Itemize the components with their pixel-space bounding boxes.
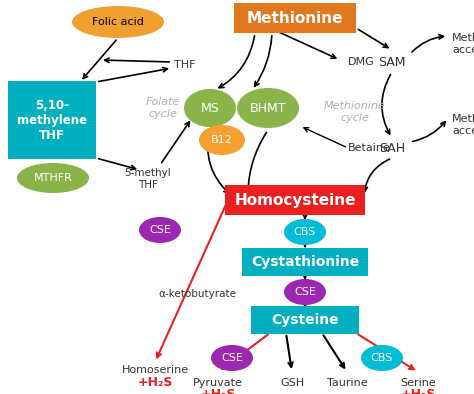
Text: +H₂S: +H₂S (201, 388, 236, 394)
FancyBboxPatch shape (8, 81, 96, 159)
Text: 5,10-
methylene
THF: 5,10- methylene THF (17, 98, 87, 141)
Text: SAH: SAH (379, 141, 405, 154)
Text: Methy
acceptor: Methy acceptor (452, 33, 474, 55)
Text: Pyruvate: Pyruvate (193, 378, 243, 388)
FancyBboxPatch shape (251, 306, 359, 334)
Text: BHMT: BHMT (250, 102, 286, 115)
Ellipse shape (211, 345, 253, 371)
Text: Methionine
cycle: Methionine cycle (324, 101, 386, 123)
Text: Methylated
acceptor: Methylated acceptor (452, 114, 474, 136)
Ellipse shape (139, 217, 181, 243)
Ellipse shape (284, 219, 326, 245)
Text: Methionine: Methionine (247, 11, 343, 26)
Ellipse shape (184, 89, 236, 127)
Text: Homocysteine: Homocysteine (234, 193, 356, 208)
Text: Folate
cycle: Folate cycle (146, 97, 180, 119)
Text: Betaine: Betaine (348, 143, 391, 153)
Text: CBS: CBS (371, 353, 393, 363)
Text: CSE: CSE (221, 353, 243, 363)
Text: CSE: CSE (294, 287, 316, 297)
Text: DMG: DMG (348, 57, 375, 67)
Text: CBS: CBS (294, 227, 316, 237)
Text: Serine: Serine (400, 378, 436, 388)
Ellipse shape (237, 88, 299, 128)
FancyBboxPatch shape (225, 185, 365, 215)
Text: Cystathionine: Cystathionine (251, 255, 359, 269)
Text: α-ketobutyrate: α-ketobutyrate (158, 289, 236, 299)
Text: CSE: CSE (149, 225, 171, 235)
Text: B12: B12 (211, 135, 233, 145)
Text: Cysteine: Cysteine (271, 313, 339, 327)
Text: Homoserine: Homoserine (121, 365, 189, 375)
FancyBboxPatch shape (242, 248, 368, 276)
Ellipse shape (17, 163, 89, 193)
Text: +H₂S: +H₂S (137, 377, 173, 390)
FancyBboxPatch shape (234, 3, 356, 33)
Text: Folic acid: Folic acid (92, 17, 144, 27)
Ellipse shape (72, 6, 164, 38)
Text: MS: MS (201, 102, 219, 115)
Text: MTHFR: MTHFR (34, 173, 73, 183)
Ellipse shape (199, 125, 245, 155)
Ellipse shape (284, 279, 326, 305)
Text: Taurine: Taurine (327, 378, 367, 388)
Text: SAM: SAM (378, 56, 406, 69)
Text: THF: THF (174, 60, 196, 70)
Text: GSH: GSH (280, 378, 304, 388)
Ellipse shape (361, 345, 403, 371)
Text: 5-methyl
THF: 5-methyl THF (125, 168, 172, 190)
Text: +H₂S: +H₂S (401, 388, 436, 394)
